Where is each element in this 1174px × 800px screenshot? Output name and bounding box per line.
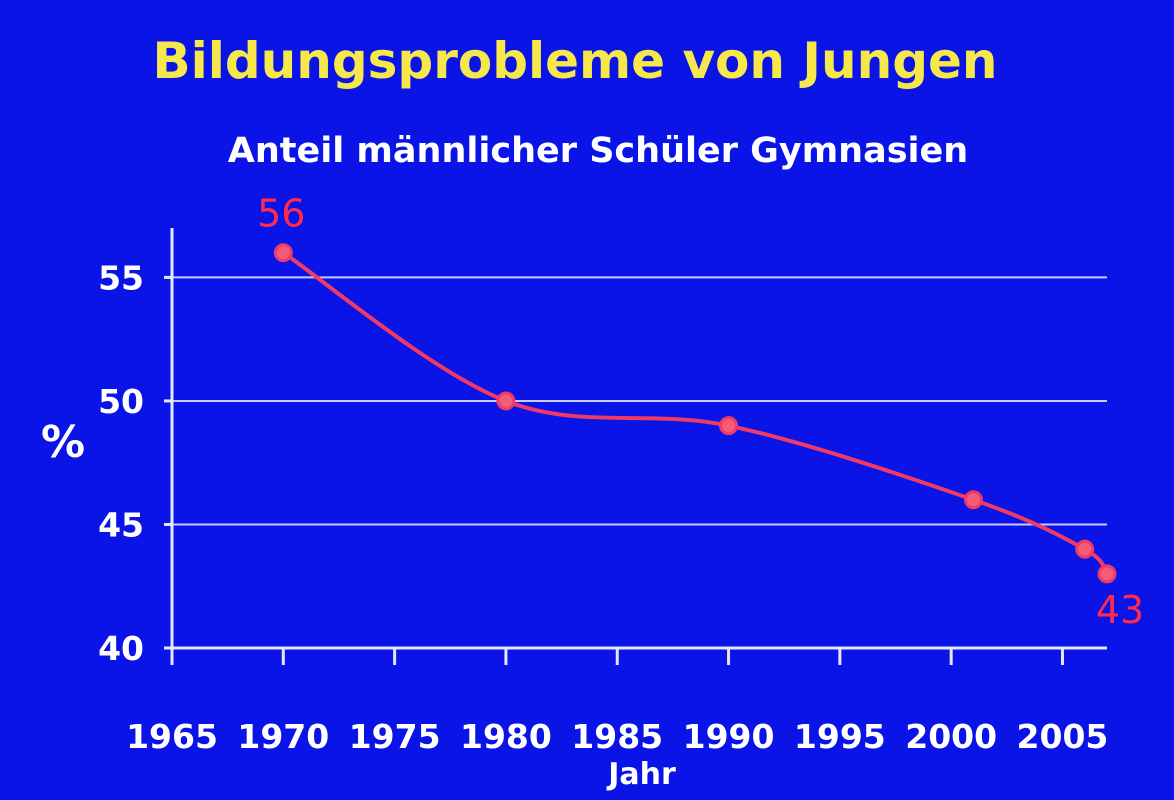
y-tick-label: 50 <box>98 382 144 421</box>
data-point <box>273 243 293 263</box>
data-point <box>963 490 983 510</box>
data-label: 56 <box>257 192 305 236</box>
x-tick-label: 1975 <box>349 717 441 756</box>
axes <box>164 228 1107 665</box>
x-tick-label: 1995 <box>794 717 886 756</box>
y-axis-label: % <box>41 417 85 468</box>
x-tick-label: 1985 <box>571 717 663 756</box>
data-label: 43 <box>1096 588 1144 632</box>
chart-subtitle: Anteil männlicher Schüler Gymnasien <box>228 131 968 171</box>
data-point <box>1075 539 1095 559</box>
x-tick-label: 2000 <box>905 717 997 756</box>
data-point <box>1097 564 1117 584</box>
x-tick-label: 1990 <box>683 717 775 756</box>
data-point <box>719 416 739 436</box>
series-line <box>282 251 1109 576</box>
tick-labels: 40 45 50 55 1965 1970 1975 1980 1985 1990 1995 2000… <box>98 258 1108 756</box>
y-tick-label: 40 <box>98 629 144 668</box>
y-tick-label: 45 <box>98 505 144 544</box>
x-tick-label: 1965 <box>126 717 218 756</box>
x-axis-label: Jahr <box>606 757 676 792</box>
data-labels: 56 43 <box>257 192 1144 632</box>
y-tick-label: 55 <box>98 258 144 297</box>
chart-title: Bildungsprobleme von Jungen <box>152 32 997 90</box>
x-tick-label: 1970 <box>237 717 329 756</box>
gridlines <box>172 276 1107 526</box>
x-tick-label: 1980 <box>460 717 552 756</box>
series <box>273 243 1117 584</box>
x-tick-label: 2005 <box>1017 717 1109 756</box>
data-point <box>496 391 516 411</box>
